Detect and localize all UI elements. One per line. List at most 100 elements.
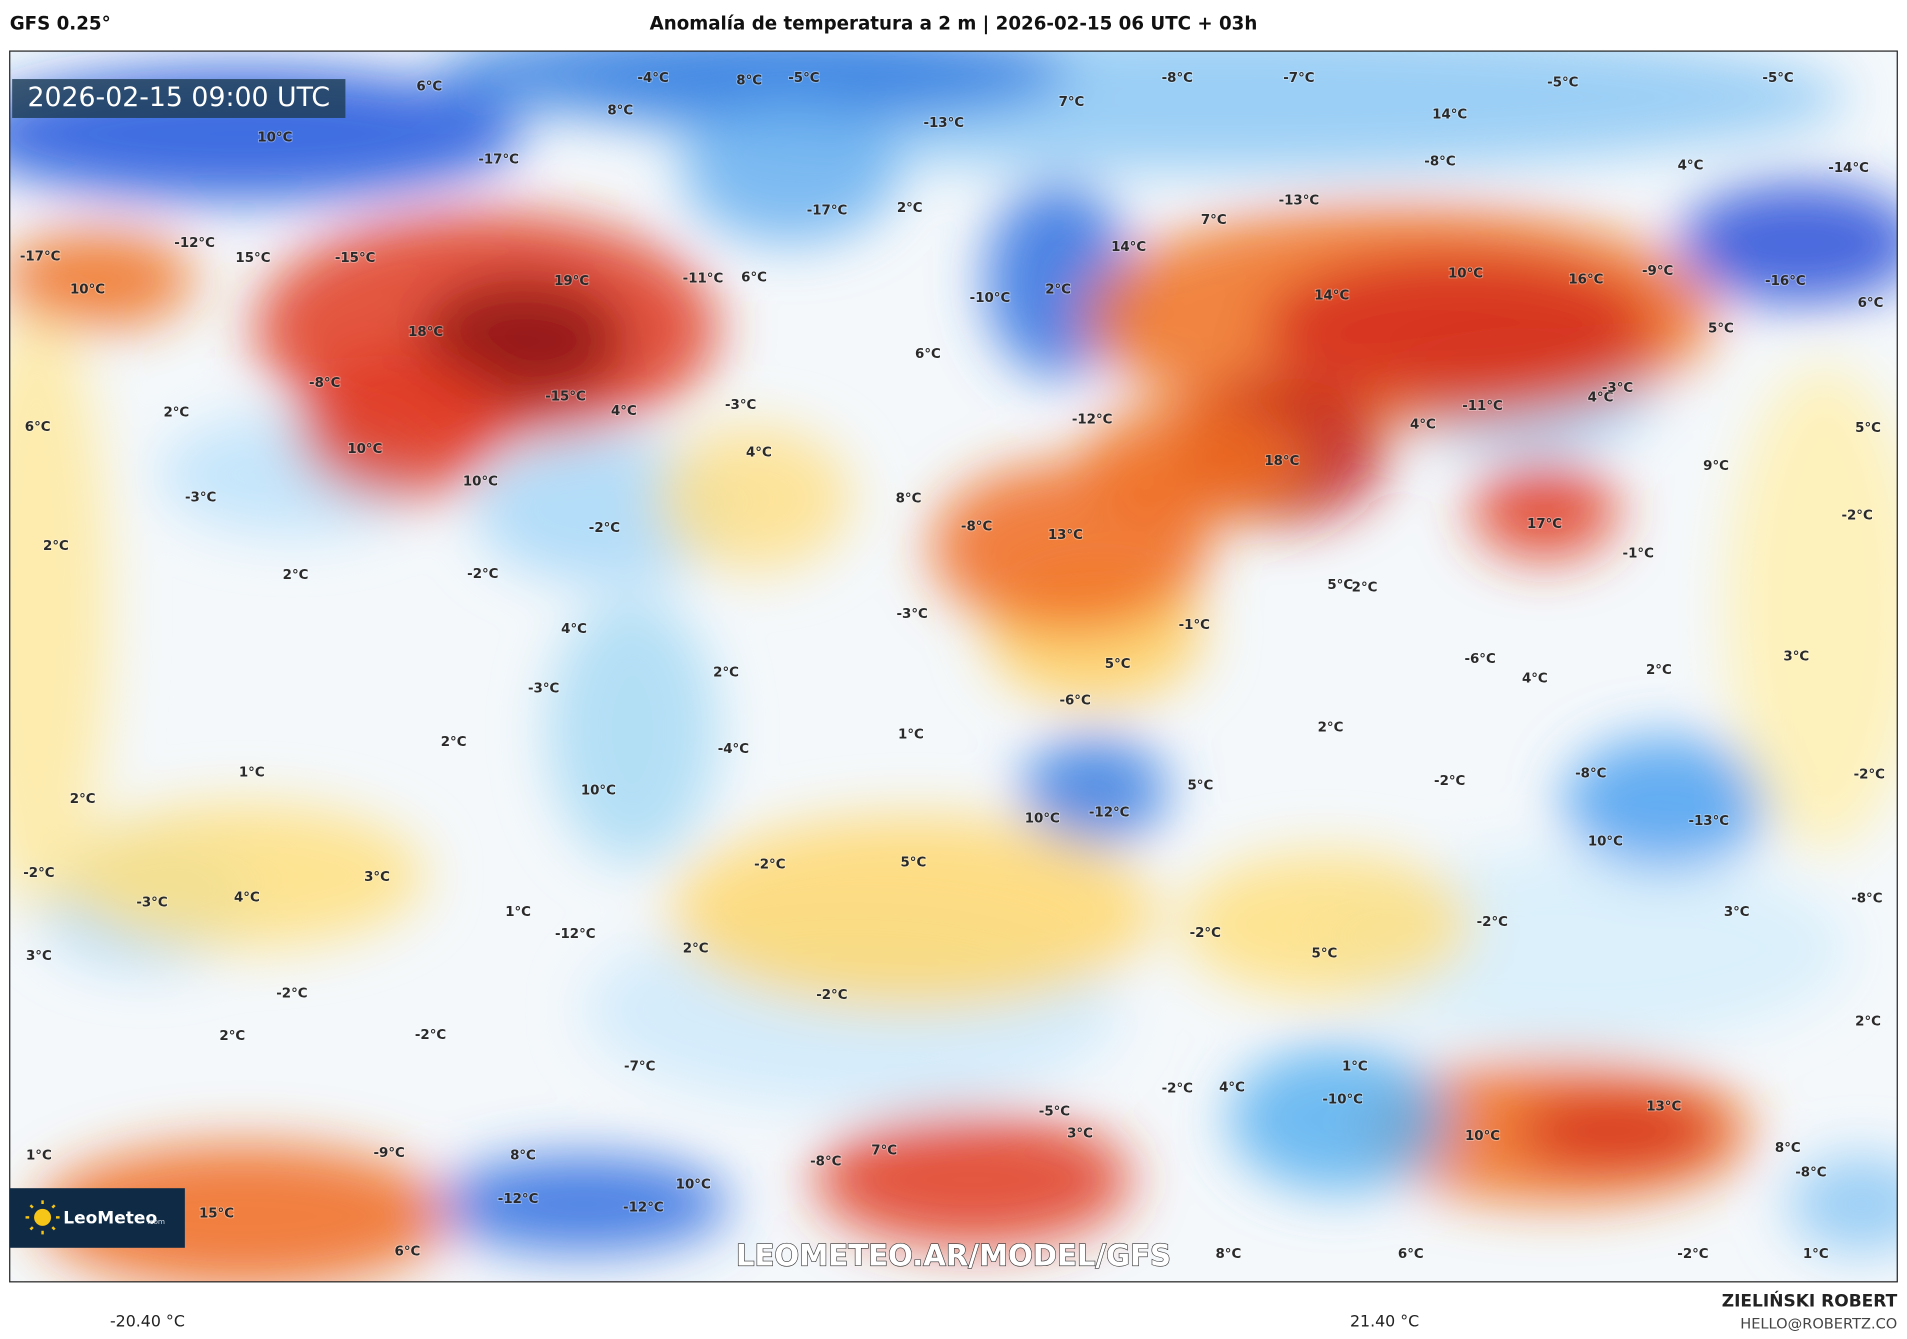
anomaly-label: 3°C	[1067, 1126, 1093, 1141]
anomaly-label: 3°C	[26, 949, 52, 964]
anomaly-label: 6°C	[741, 270, 767, 285]
anomaly-label: -5°C	[788, 71, 819, 86]
anomaly-label: 2°C	[1045, 282, 1071, 297]
anomaly-label: 2°C	[897, 201, 923, 216]
logo-sun	[34, 1208, 52, 1226]
anomaly-label: 1°C	[505, 905, 531, 920]
model-name: GFS 0.25°	[10, 13, 111, 34]
anomaly-label: -3°C	[185, 490, 216, 505]
anomaly-label: 9°C	[1703, 459, 1729, 474]
watermark: LEOMETEO.AR/MODEL/GFS	[736, 1239, 1171, 1273]
anomaly-label: 6°C	[416, 79, 442, 94]
anomaly-label: -17°C	[20, 250, 61, 265]
anomaly-label: 6°C	[1858, 296, 1884, 311]
anomaly-blob	[9, 231, 195, 329]
anomaly-label: 4°C	[611, 404, 637, 419]
colorbar-min: -20.40 °C	[110, 1311, 185, 1330]
anomaly-label: 13°C	[1048, 528, 1083, 543]
anomaly-label: 8°C	[896, 492, 922, 507]
anomaly-label: 8°C	[736, 73, 762, 88]
anomaly-label: -4°C	[637, 71, 668, 86]
anomaly-label: -2°C	[1190, 926, 1221, 941]
anomaly-label: -2°C	[589, 521, 620, 536]
anomaly-label: -16°C	[1765, 274, 1806, 289]
anomaly-label: 8°C	[1215, 1247, 1241, 1262]
logo-rays	[25, 1200, 60, 1235]
anomaly-label: -4°C	[718, 742, 749, 757]
logo-suffix: .com	[147, 1217, 165, 1226]
anomaly-label: -8°C	[1795, 1165, 1826, 1180]
anomaly-label: -12°C	[1089, 805, 1130, 820]
anomaly-label: 1°C	[1803, 1247, 1829, 1262]
anomaly-label: 6°C	[1398, 1247, 1424, 1262]
anomaly-label: 10°C	[257, 130, 292, 145]
anomaly-label: 5°C	[900, 855, 926, 870]
anomaly-label: -12°C	[1072, 413, 1113, 428]
anomaly-label: 16°C	[1568, 273, 1603, 288]
anomaly-label: 1°C	[26, 1148, 52, 1163]
anomaly-label: 8°C	[510, 1148, 536, 1163]
anomaly-label: -8°C	[309, 376, 340, 391]
anomaly-label: -7°C	[624, 1060, 655, 1075]
anomaly-blob	[814, 1112, 1132, 1247]
anomaly-blob	[1727, 364, 1898, 852]
anomaly-label: 4°C	[1219, 1080, 1245, 1095]
anomaly-label: 2°C	[441, 735, 467, 750]
anomaly-label: 4°C	[561, 622, 587, 637]
anomaly-label: 6°C	[915, 347, 941, 362]
anomaly-label: 4°C	[1678, 158, 1704, 173]
anomaly-label: 4°C	[1522, 672, 1548, 687]
anomaly-label: -15°C	[545, 389, 586, 404]
anomaly-label: 4°C	[234, 891, 260, 906]
anomaly-blob	[1514, 1094, 1721, 1168]
anomaly-label: 5°C	[1105, 657, 1131, 672]
anomaly-label: -6°C	[1464, 652, 1495, 667]
anomaly-blob	[547, 595, 718, 864]
anomaly-label: -2°C	[754, 858, 785, 873]
map: 6°C -4°C 8°C -5°C -8°C -7°C -5°C -5°C 8°C 7°C -13°…	[9, 51, 1898, 1282]
anomaly-label: 6°C	[395, 1244, 421, 1259]
anomaly-label: -8°C	[961, 520, 992, 535]
anomaly-blob	[681, 97, 900, 244]
anomaly-blob	[1021, 735, 1168, 846]
anomaly-blob	[9, 304, 110, 913]
anomaly-label: 7°C	[1059, 95, 1085, 110]
anomaly-label: -13°C	[1279, 194, 1320, 209]
author: ZIELIŃSKI ROBERT	[1722, 1289, 1898, 1311]
anomaly-label: 4°C	[1588, 391, 1614, 406]
anomaly-label: 2°C	[1318, 720, 1344, 735]
anomaly-label: 14°C	[1432, 107, 1467, 122]
timestamp: 2026-02-15 09:00 UTC	[27, 82, 330, 113]
anomaly-label: -8°C	[1851, 892, 1882, 907]
anomaly-label: -13°C	[1688, 814, 1729, 829]
email: HELLO@ROBERTZ.CO	[1740, 1315, 1897, 1332]
anomaly-label: 7°C	[1201, 213, 1227, 228]
logo-name: LeoMeteo	[63, 1209, 157, 1229]
anomaly-blob	[60, 802, 426, 949]
anomaly-label: -9°C	[374, 1146, 405, 1161]
anomaly-label: -13°C	[923, 116, 964, 131]
anomaly-label: 5°C	[1855, 421, 1881, 436]
anomaly-label: -5°C	[1547, 76, 1578, 91]
anomaly-label: 7°C	[871, 1143, 897, 1158]
anomaly-label: -3°C	[528, 681, 559, 696]
anomaly-blob	[437, 51, 1071, 122]
anomaly-label: -1°C	[1179, 618, 1210, 633]
anomaly-label: -17°C	[478, 152, 519, 167]
anomaly-label: 10°C	[1588, 835, 1623, 850]
anomaly-label: -11°C	[683, 272, 724, 287]
anomaly-label: 17°C	[1527, 517, 1562, 532]
anomaly-label: 4°C	[746, 445, 772, 460]
anomaly-label: 14°C	[1314, 289, 1349, 304]
map-labels: 6°C -4°C 8°C -5°C -8°C -7°C -5°C -5°C 8°C 7°C -13°…	[19, 70, 1886, 1263]
anomaly-label: 2°C	[283, 568, 309, 583]
anomaly-label: -2°C	[415, 1028, 446, 1043]
anomaly-label: -2°C	[816, 988, 847, 1003]
anomaly-label: 15°C	[199, 1207, 234, 1222]
anomaly-label: -10°C	[970, 291, 1011, 306]
anomaly-label: 13°C	[1646, 1100, 1681, 1115]
anomaly-blob	[1471, 462, 1618, 560]
anomaly-label: 2°C	[163, 405, 189, 420]
anomaly-blob	[668, 814, 1156, 1010]
